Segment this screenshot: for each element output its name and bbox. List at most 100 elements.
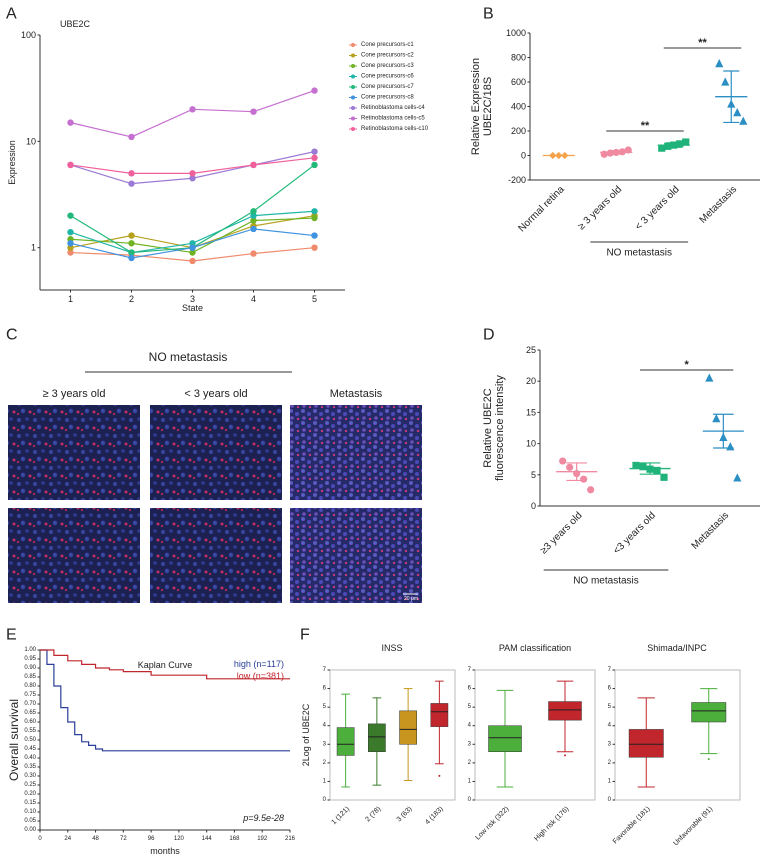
legend-label: Cone precursors-c6 [361, 74, 414, 80]
y-tick-label: 0.70 [24, 701, 36, 707]
y-tick-label: 1 [468, 778, 472, 784]
y-tick-label: 3 [608, 741, 612, 747]
plot-frame [329, 669, 456, 801]
y-tick-label: 0.90 [24, 665, 36, 671]
legend-marker [351, 127, 355, 131]
scale-bar-label: 20 μm [404, 596, 418, 602]
point [311, 161, 318, 169]
y-tick-label: 2 [323, 760, 327, 766]
y-tick-label: 0.50 [24, 737, 36, 743]
y-tick-label: 0 [531, 501, 536, 511]
point [632, 461, 640, 470]
legend-label: low (n=381) [237, 671, 284, 681]
box [430, 703, 449, 727]
x-tick-label: 5 [312, 294, 317, 304]
x-tick-label: 1 (121) [330, 806, 351, 827]
x-tick-label: ≥ 3 years old [576, 184, 624, 232]
y-tick-label: 0.95 [24, 656, 36, 662]
outlier [564, 754, 566, 757]
y-tick-label: 0.45 [24, 746, 36, 752]
y-tick-label: 4 [323, 723, 327, 729]
survival-curve [40, 649, 290, 680]
point [664, 142, 672, 150]
chart-title: Kaplan Curve [138, 660, 193, 670]
y-axis-label: 2Log of UBE2C [301, 703, 311, 766]
y-tick-label: 20 [526, 376, 536, 386]
panel-label: E [6, 627, 17, 644]
x-tick-label: Normal retina [516, 184, 567, 235]
y-axis-label: fluorescence intensity [494, 375, 506, 481]
point [250, 161, 257, 169]
column-label: Metastasis [330, 388, 383, 400]
legend-label: Cone precursors-c1 [361, 42, 414, 48]
panel-label: A [6, 6, 17, 23]
y-tick-label: 6 [323, 686, 327, 692]
legend-marker [351, 74, 355, 79]
point [606, 149, 614, 157]
point [311, 148, 318, 155]
box [488, 725, 522, 752]
point [639, 463, 647, 471]
x-tick-label: 2 [129, 294, 134, 304]
point [653, 466, 661, 475]
annotation: p=9.5e-28 [242, 813, 284, 823]
legend-marker [351, 64, 355, 68]
y-tick-label: 0.20 [24, 791, 36, 797]
point [311, 154, 318, 162]
point [250, 212, 257, 219]
point [715, 59, 724, 68]
point [559, 457, 567, 465]
y-tick-label: 0 [468, 797, 472, 803]
point [67, 119, 74, 126]
y-tick-label: 0.60 [24, 719, 36, 725]
y-tick-label: 7 [468, 667, 472, 673]
y-tick-label: 0.30 [24, 773, 36, 779]
group-label: NO metastasis [149, 350, 228, 364]
legend-label: Retinoblastoma cells-c5 [361, 116, 425, 122]
y-tick-label: 25 [526, 345, 536, 355]
point [128, 133, 135, 141]
legend-label: high (n=117) [234, 659, 284, 669]
x-tick-label: 3 [190, 294, 195, 304]
y-tick-label: 3 [468, 741, 472, 747]
panel-label: D [483, 327, 495, 344]
y-tick-label: 800 [511, 53, 526, 63]
y-tick-label: 1 [323, 778, 327, 784]
x-tick-label: 96 [148, 836, 155, 842]
y-tick-label: 5 [531, 470, 536, 480]
outlier [438, 774, 441, 777]
chart-title: UBE2C [60, 19, 91, 29]
y-tick-label: 0.25 [24, 782, 36, 788]
point [189, 249, 196, 256]
legend-marker [351, 43, 355, 47]
point [189, 170, 196, 177]
legend-label: Cone precursors-c3 [361, 63, 414, 69]
y-tick-label: 2 [608, 760, 612, 766]
outlier [707, 758, 710, 761]
chart-title: PAM classification [499, 643, 571, 653]
x-tick-label: 24 [64, 836, 71, 842]
x-tick-label: Metastasis [698, 184, 740, 226]
y-tick-label: 5 [468, 704, 472, 710]
point [128, 254, 135, 262]
box [628, 729, 664, 758]
y-tick-label: 0.80 [24, 683, 36, 689]
x-tick-label: 216 [285, 836, 296, 842]
point [67, 240, 74, 247]
point [128, 249, 135, 256]
y-tick-label: 1.00 [24, 647, 36, 653]
point [250, 108, 257, 115]
micrograph [290, 405, 422, 500]
box [368, 723, 386, 752]
y-tick-label: 2 [468, 760, 472, 766]
y-tick-label: 7 [323, 667, 327, 673]
y-axis-label: UBE2C/18S [482, 77, 494, 136]
point [721, 77, 730, 86]
y-tick-label: 4 [608, 723, 612, 729]
x-tick-label: < 3 years old [633, 184, 681, 232]
y-tick-label: 0.85 [24, 674, 36, 680]
point [676, 140, 684, 148]
x-tick-label: 4 (183) [424, 806, 445, 827]
